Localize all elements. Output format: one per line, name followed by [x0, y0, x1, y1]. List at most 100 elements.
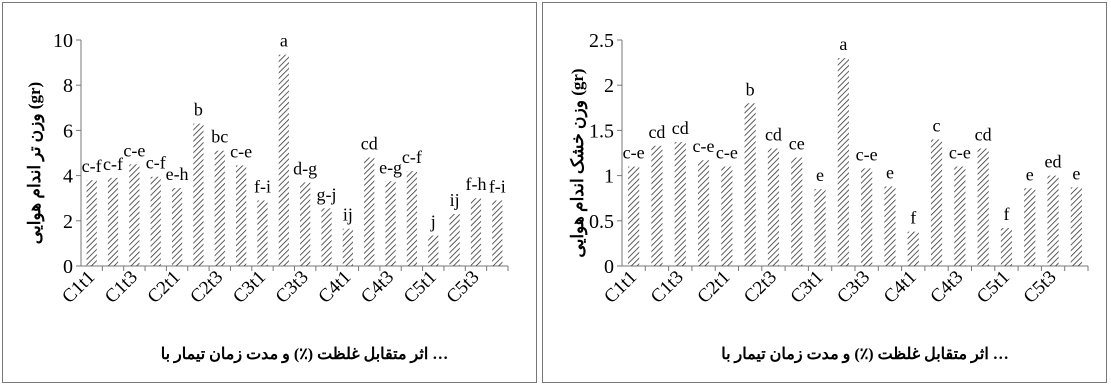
bar-letter-label: ce — [789, 134, 805, 154]
bar — [651, 145, 663, 266]
bar — [930, 139, 943, 266]
bar-letter-label: d-g — [293, 158, 317, 178]
y-tick-label: 2 — [63, 211, 73, 233]
bar — [1070, 187, 1082, 266]
bar — [364, 157, 375, 266]
bar-letter-label: e — [1072, 163, 1080, 183]
x-tick-label: C3t1 — [229, 267, 270, 308]
bar-letter-label: c-f — [146, 153, 166, 173]
y-tick-label: 2 — [604, 75, 614, 97]
bar — [954, 166, 966, 266]
bar — [406, 171, 418, 266]
x-tick-label: C3t1 — [787, 267, 828, 308]
bar-letter-label: ij — [343, 205, 353, 225]
bar-letter-label: a — [839, 34, 847, 54]
bar — [837, 58, 849, 266]
y-tick-label: 2.5 — [589, 30, 614, 52]
bar — [977, 148, 989, 266]
x-tick-label: C3t3 — [833, 267, 874, 308]
y-tick-label: 0 — [604, 256, 614, 278]
bar — [884, 186, 896, 266]
bar-letter-label: cd — [975, 124, 992, 144]
bar — [214, 150, 225, 266]
bar — [492, 200, 503, 266]
bar-letter-label: j — [430, 211, 436, 231]
x-tick-label: C2t1 — [144, 267, 185, 308]
x-tick-label: C2t3 — [186, 267, 227, 308]
bar-letter-label: c-e — [949, 143, 971, 163]
bar-letter-label: b — [746, 79, 755, 99]
bar — [697, 160, 710, 266]
bar-letter-label: ed — [1045, 152, 1062, 172]
bar-letter-label: cd — [648, 122, 665, 142]
bar-letter-label: f-h — [465, 174, 486, 194]
bar — [907, 231, 919, 266]
bar-letter-label: e-h — [166, 164, 189, 184]
bar — [1024, 188, 1036, 266]
bar — [861, 168, 873, 266]
bar — [129, 164, 140, 266]
bar — [767, 148, 780, 266]
bar — [744, 103, 756, 266]
bar-letter-label: e-g — [379, 157, 402, 177]
bar-letter-label: a — [280, 31, 288, 51]
x-tick-label: C4t3 — [357, 267, 398, 308]
bar-letter-label: c — [933, 115, 941, 135]
bar — [674, 142, 686, 266]
bar — [791, 157, 803, 266]
bar — [107, 177, 119, 266]
bar — [628, 166, 640, 266]
bar-letter-label: c-e — [123, 140, 145, 160]
bar-letter-label: c-f — [402, 147, 422, 167]
chart-panel-dry-weight: 0 0.5 1 1.5 2 2.5 c-e C1t1 cd cd C1t3 c-e c-e C2t1 b cd… — [542, 2, 1107, 383]
bar-letter-label: cd — [765, 124, 782, 144]
x-axis-title: اثر متقابل غلظت (٪) و مدت زمان تیمار با … — [161, 346, 449, 364]
bar — [428, 235, 439, 266]
x-tick-label: C5t1 — [973, 267, 1014, 308]
x-tick-label: C5t3 — [1020, 267, 1061, 308]
bar-letter-label: e — [816, 165, 824, 185]
bar — [721, 166, 733, 266]
bar — [814, 189, 826, 266]
bar-letter-label: c-e — [693, 136, 715, 156]
bar — [342, 228, 353, 266]
y-tick-label: 8 — [63, 75, 73, 97]
bar-letter-label: f — [1003, 204, 1009, 224]
bar — [86, 180, 97, 266]
bar-letter-label: cd — [672, 118, 689, 138]
x-tick-label: C4t1 — [880, 267, 921, 308]
x-tick-label: C1t3 — [647, 267, 688, 308]
x-tick-label: C2t1 — [693, 267, 734, 308]
bar-letter-label: c-e — [716, 143, 738, 163]
y-tick-label: 1.5 — [589, 120, 614, 142]
bar — [171, 188, 183, 266]
bar — [300, 182, 311, 266]
y-tick-label: 4 — [63, 166, 73, 188]
bar — [193, 123, 204, 267]
bar — [1047, 175, 1059, 266]
fresh-weight-chart: 0246810c-fC1t1c-fc-eC1t3c-fe-hC2t1bbcC2t… — [25, 30, 509, 364]
bar-letter-label: b — [194, 100, 203, 120]
chart-panel-fresh-weight: 0 2 4 6 8 10 c-f C1t1 c-f c-e C1t3 c-f e-h C2t1 b bc C2t… — [2, 2, 537, 383]
bar-letter-label: c-e — [856, 144, 878, 164]
bar — [385, 181, 396, 266]
bar-letter-label: e — [886, 162, 894, 182]
bar-letter-label: c-f — [82, 156, 102, 176]
bar — [449, 214, 460, 266]
x-tick-label: C5t1 — [400, 267, 441, 308]
y-axis-title: وزن تر اندام هوایی (gr) — [25, 82, 45, 244]
x-axis-title: اثر متقابل غلظت (٪) و مدت زمان تیمار با … — [721, 346, 1009, 364]
bar-letter-label: e — [1026, 164, 1034, 184]
y-tick-label: 10 — [53, 30, 73, 52]
x-tick-label: C4t3 — [926, 267, 967, 308]
bar — [150, 176, 161, 266]
bar-letter-label: c-f — [103, 154, 123, 174]
y-tick-label: 6 — [63, 120, 73, 142]
bar — [236, 165, 247, 266]
y-axis-title: وزن خشک اندام هوایی (gr) — [568, 68, 588, 257]
bar-letter-label: g-j — [317, 184, 337, 204]
bar — [470, 198, 482, 266]
x-tick-label: C2t3 — [740, 267, 781, 308]
bar — [1000, 228, 1013, 266]
